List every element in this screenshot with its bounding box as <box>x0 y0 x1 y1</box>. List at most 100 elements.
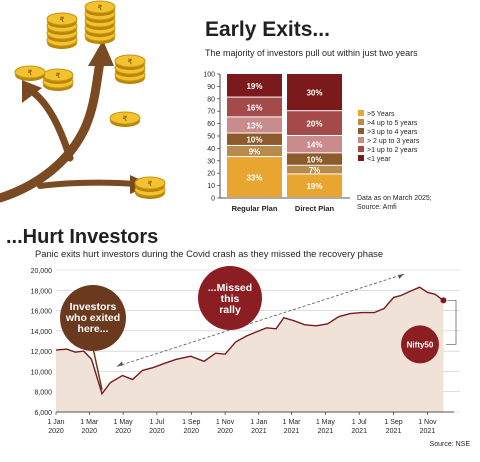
x-tick-label: 1 Jan <box>250 419 267 426</box>
recovery-arrow <box>116 273 405 367</box>
area-fill <box>56 287 444 412</box>
rupee-icon: ₹ <box>28 69 33 77</box>
y-tick-label: 20,000 <box>31 268 53 275</box>
x-tick-label: 1 Nov <box>216 419 235 426</box>
y-tick-label: 20 <box>207 171 215 178</box>
bar-data-label: 20% <box>306 120 322 129</box>
callout-exited-text: who exited <box>65 312 120 324</box>
rupee-icon: ₹ <box>98 4 103 12</box>
bar-segment <box>227 74 282 97</box>
legend-swatch <box>358 128 364 134</box>
x-tick-label: 2021 <box>318 428 334 435</box>
x-tick-label: 2020 <box>183 428 199 435</box>
x-tick-label: 2021 <box>351 428 367 435</box>
coin-icon <box>134 176 166 190</box>
bar-data-label: 14% <box>306 141 322 150</box>
y-tick-label: 40 <box>207 146 215 153</box>
callout-pointer <box>92 347 103 390</box>
x-tick-label: 1 Mar <box>283 419 302 426</box>
rupee-icon: ₹ <box>148 180 153 188</box>
arrowhead-icon <box>116 361 123 367</box>
x-tick-label: 2021 <box>251 428 267 435</box>
x-tick-label: 1 Sep <box>384 419 402 426</box>
coin-icon <box>46 12 78 26</box>
bottom-subtitle: Panic exits hurt investors during the Co… <box>35 248 384 259</box>
callout-exited-text: Investors <box>70 301 117 313</box>
bar-data-label: 13% <box>246 121 262 130</box>
bar-segment <box>227 157 282 197</box>
bottom-title: ...Hurt Investors <box>6 226 159 248</box>
y-tick-label: 8,000 <box>34 390 52 397</box>
y-tick-label: 100 <box>203 72 215 79</box>
y-tick-label: 70 <box>207 109 215 116</box>
stacked-bar-chart: 0 10 20 30 40 50 60 70 80 90 100 33% 9% 10% 13% 16% 19% R… <box>203 72 420 214</box>
source-note-amfi: Source: Amfi <box>357 204 397 211</box>
top-title: Early Exits... <box>205 18 330 41</box>
bar-data-label: 30% <box>306 89 322 98</box>
y-tick-label: 60 <box>207 121 215 128</box>
legend-swatch <box>358 155 364 161</box>
bar-data-label: 16% <box>246 103 262 112</box>
legend-swatch <box>358 146 364 152</box>
legend-label: > 2 up to 3 years <box>367 138 420 145</box>
x-tick-label: 1 May <box>316 419 336 426</box>
bar-data-label: 9% <box>249 148 261 157</box>
x-tick-label: 1 Mar <box>80 419 99 426</box>
y-tick-label: 90 <box>207 84 215 91</box>
callout-missed <box>198 266 262 330</box>
nifty-badge <box>401 325 439 364</box>
y-tick-label: 10,000 <box>31 369 53 376</box>
x-category-label: Regular Plan <box>232 204 278 213</box>
y-tick-label: 10 <box>207 183 215 190</box>
x-tick-label: 1 Sep <box>182 419 200 426</box>
x-tick-label: 2021 <box>420 428 436 435</box>
bar-data-label: 10% <box>246 136 262 145</box>
coin-stack-icon: ₹ ₹ ₹ ₹ ₹ ₹ ₹ <box>14 0 166 199</box>
callout-exited <box>60 285 126 351</box>
y-tick-label: 12,000 <box>31 349 53 356</box>
source-note-nse: Source: NSE <box>430 441 471 448</box>
legend-swatch <box>358 137 364 143</box>
callout-exited-text: here... <box>78 323 109 335</box>
coin-icon <box>84 0 116 14</box>
coins-arrows-illustration: ₹ ₹ ₹ ₹ ₹ ₹ ₹ <box>0 0 166 203</box>
legend-label: >1 up to 2 years <box>367 147 418 154</box>
x-category-label: Direct Plan <box>295 204 335 213</box>
y-tick-label: 30 <box>207 158 215 165</box>
bar-segment <box>227 145 282 157</box>
y-tick-label: 18,000 <box>31 288 53 295</box>
rupee-icon: ₹ <box>60 16 65 24</box>
bar-data-label: 10% <box>306 156 322 165</box>
x-tick-label: 2020 <box>149 428 165 435</box>
x-tick-label: 2020 <box>115 428 131 435</box>
nifty-line <box>55 286 444 396</box>
legend-label: <1 year <box>367 156 391 163</box>
bar-segment <box>287 174 342 197</box>
bar-data-label: 19% <box>246 82 262 91</box>
legend-swatch <box>358 110 364 116</box>
x-tick-label: 2021 <box>284 428 300 435</box>
bar-segment <box>287 111 342 135</box>
x-tick-label: 2020 <box>48 428 64 435</box>
bar-segment <box>227 133 282 145</box>
top-subtitle: The majority of investors pull out withi… <box>205 48 418 58</box>
legend-label: >4 up to 5 years <box>367 120 418 127</box>
end-point-marker <box>440 297 447 304</box>
bar-segment <box>287 153 342 165</box>
bar-segment <box>227 97 282 117</box>
x-tick-label: 1 Nov <box>418 419 437 426</box>
bar-segment <box>287 136 342 153</box>
bar-segment <box>287 165 342 174</box>
nifty-badge-label: Nifty50 <box>407 340 434 349</box>
x-tick-label: 2020 <box>81 428 97 435</box>
bar-segment <box>227 117 282 133</box>
x-tick-label: 1 Jan <box>47 419 64 426</box>
data-note: Data as on March 2025; <box>357 195 432 202</box>
x-tick-label: 2021 <box>386 428 402 435</box>
bar-segment <box>287 74 342 111</box>
bar-data-label: 19% <box>306 182 322 191</box>
y-tick-label: 50 <box>207 134 215 141</box>
y-tick-label: 80 <box>207 96 215 103</box>
rupee-icon: ₹ <box>128 58 133 66</box>
y-tick-label: 16,000 <box>31 309 53 316</box>
